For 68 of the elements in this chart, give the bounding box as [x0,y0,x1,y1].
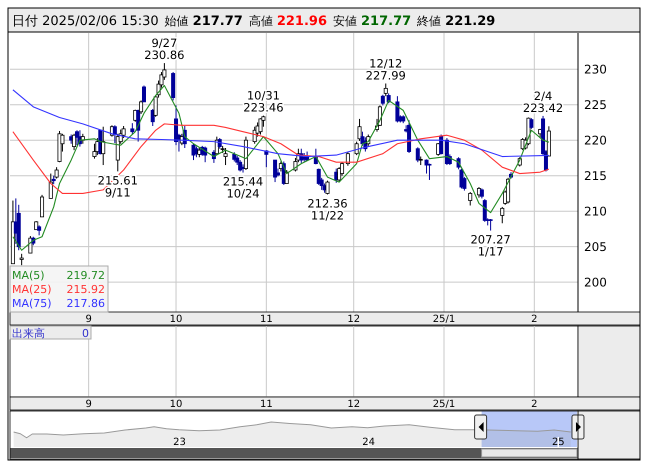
candlestick [101,126,106,166]
candlestick [384,82,388,97]
x-tick-label: 9 [85,314,92,325]
candlestick [480,188,484,199]
candlestick [506,177,510,204]
x-tick-label: 10 [170,314,182,325]
text: 25/1 [432,399,456,410]
candlestick [427,163,432,180]
x-tick-label: 23 [173,437,186,448]
x-tick-label: 11 [260,314,273,325]
candlestick [258,118,263,136]
candlestick [54,166,59,180]
annotation: 207.27 1/17 [470,232,511,259]
candlestick [142,85,146,102]
candlestick [500,206,504,224]
y-tick-label: 200 [584,275,607,290]
y-tick-label: 205 [584,240,607,254]
candlestick [468,192,472,206]
y-tick-label: 230 [584,62,607,76]
text: 出来高 0 [12,327,89,340]
candlestick [337,166,342,182]
annotation: 215.92 [66,283,105,296]
annotation: 12/12 227.99 [366,56,406,82]
candlestick [130,122,134,136]
y-tick-label: 210 [584,204,607,218]
text: 12 [347,399,360,410]
text: 10 [170,399,182,410]
annotation: 215.44 10/24 [222,174,264,201]
candlestick [416,146,420,163]
candlestick [325,180,330,195]
candlestick [72,133,76,151]
text: MA(75) [12,297,52,310]
annotation: 10/31 223.46 [243,88,284,115]
candlestick [488,218,493,232]
candlestick [358,118,362,142]
text: 安値 217.77 [333,14,412,29]
candlestick [74,130,79,146]
candlestick [238,160,242,172]
candlestick [37,224,42,236]
y-tick-label: 215 [584,168,607,183]
annotation: 212.36 11/22 [307,196,348,222]
candlestick [48,173,53,199]
text: 始値 217.77 [164,14,243,29]
x-tick-label: 24 [362,437,375,448]
candlestick [40,194,44,218]
x-tick-label: 12 [347,314,360,325]
text: 11 [260,399,273,410]
candlestick [224,148,228,166]
annotation: 217.86 [66,297,105,310]
chart-title: 日付 2025/02/06 15:30 [12,14,159,29]
text: 終値 221.29 [416,14,496,29]
candlestick [529,118,534,130]
x-tick-label: 2 [531,314,538,325]
y-tick-label: 220 [584,133,607,148]
text: MA(25) [12,283,52,296]
text: 9 [85,399,92,410]
x-tick-label: 25/1 [432,314,456,325]
annotation: 9/27 230.86 [144,36,185,62]
candlestick [139,100,144,114]
series-label: MA(5) [12,269,45,282]
candlestick [284,170,289,184]
x-tick-label: 25 [552,437,565,448]
annotation: 2/4 223.42 [522,88,564,115]
text: 高値 221.96 [248,14,327,29]
candlestick [482,198,487,222]
annotation: 219.72 [66,269,105,282]
y-tick-label: 225 [584,98,607,112]
text: 2 [531,399,538,410]
